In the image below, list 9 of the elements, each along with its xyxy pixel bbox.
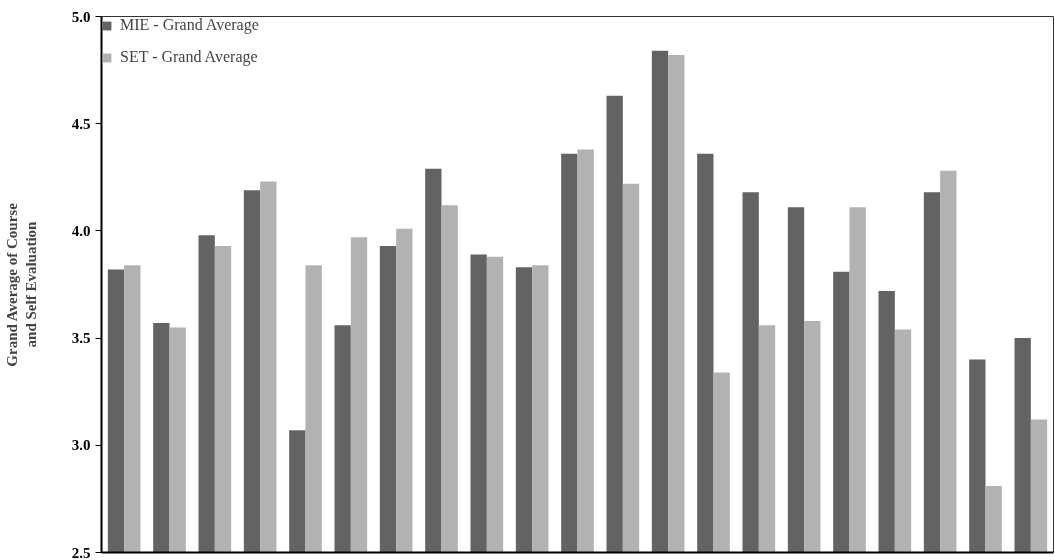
y-tick-label: 3.0: [71, 437, 91, 454]
y-tick-label: 4.0: [71, 222, 91, 239]
y-tick-label: 3.5: [71, 330, 91, 347]
legend-label: MIE - Grand Average: [120, 16, 259, 34]
y-axis-title: Grand Average of Course and Self Evaluation: [3, 202, 39, 367]
y-tick-label: 5.0: [71, 8, 91, 25]
y-tick-label: 2.5: [71, 544, 91, 560]
legend-label: SET - Grand Average: [120, 48, 258, 66]
y-tick-label: 4.5: [71, 115, 91, 132]
